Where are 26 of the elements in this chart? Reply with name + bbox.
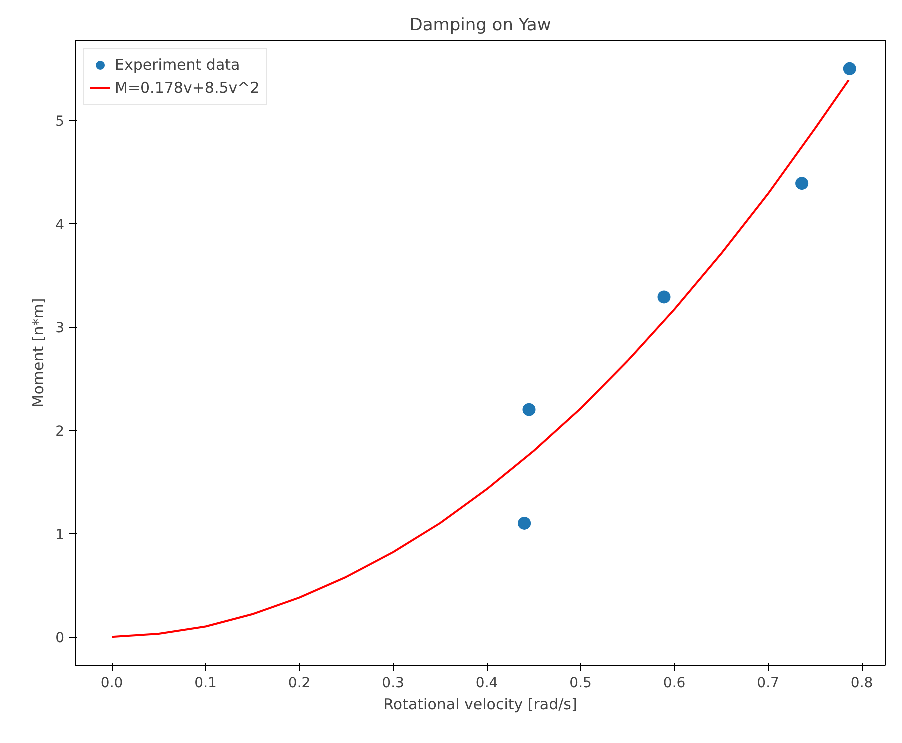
line-series [111, 79, 850, 638]
point [522, 403, 536, 416]
point [518, 516, 532, 530]
x-tick-label: 0.1 [194, 676, 217, 692]
y-tick-label: 2 [56, 424, 65, 440]
legend-label: M=0.178v+8.5v^2 [115, 79, 260, 97]
x-tick-label: 0.4 [476, 676, 498, 692]
y-tick-label: 1 [56, 527, 65, 544]
x-tick-label: 0.3 [382, 676, 404, 692]
point [843, 62, 856, 76]
x-tick-label: 0.2 [288, 676, 311, 692]
y-axis-title: Moment [n*m] [30, 298, 48, 408]
y-tick-label: 3 [56, 320, 65, 337]
x-tick-label: 0.5 [570, 676, 592, 692]
y-tick-label: 5 [56, 114, 65, 130]
x-tick-label: 0.8 [850, 676, 874, 692]
legend-label: Experiment data [115, 56, 240, 74]
point [658, 290, 671, 304]
x-tick-label: 0.0 [100, 676, 124, 692]
x-tick-label: 0.7 [757, 676, 780, 692]
x-tick-label: 0.6 [663, 676, 686, 692]
y-tick-label: 0 [56, 630, 65, 647]
point [796, 177, 809, 190]
chart-title: Damping on Yaw [410, 16, 552, 36]
x-axis-title: Rotational velocity [rad/s] [384, 696, 578, 714]
y-tick-label: 4 [56, 217, 65, 234]
